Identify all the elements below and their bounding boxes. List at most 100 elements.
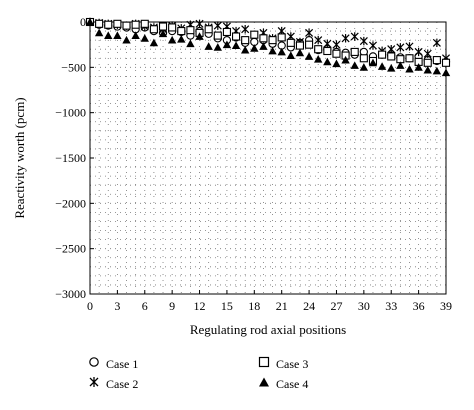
data-point-case-2	[241, 25, 250, 34]
data-point-case-4	[441, 68, 451, 77]
data-point-case-4	[158, 29, 168, 38]
data-point-case-3	[277, 33, 286, 42]
data-point-case-3	[186, 26, 195, 35]
x-tick-label: 21	[276, 299, 288, 313]
legend-item-case-2: Case 2	[88, 376, 138, 392]
data-point-case-4	[387, 64, 396, 72]
y-tick-label: −1500	[55, 151, 86, 165]
data-point-case-4	[85, 17, 95, 26]
x-tick-label: 12	[194, 299, 206, 313]
data-point-case-3	[350, 47, 359, 56]
data-point-case-4	[113, 31, 122, 39]
data-point-case-3	[149, 25, 158, 34]
x-tick-label: 24	[303, 299, 315, 313]
data-point-case-4	[231, 41, 241, 49]
y-tick-label: −2000	[55, 196, 86, 210]
data-point-case-3	[387, 52, 396, 61]
data-point-case-4	[268, 46, 277, 55]
data-point-case-4	[323, 57, 332, 66]
data-point-case-4	[259, 42, 268, 50]
data-point-case-3	[268, 36, 277, 45]
data-point-case-4	[250, 44, 259, 52]
data-point-case-4	[222, 40, 232, 49]
data-point-case-4	[167, 35, 177, 44]
data-point-case-2	[314, 35, 323, 45]
data-point-case-2	[432, 38, 441, 48]
data-point-case-4	[396, 61, 405, 69]
x-axis-label: Regulating rod axial positions	[190, 322, 346, 337]
data-point-case-3	[286, 38, 295, 47]
plot-frame	[89, 21, 447, 295]
data-point-case-4	[177, 35, 186, 43]
legend-item-case-1: Case 1	[88, 356, 138, 372]
x-tick-label: 39	[440, 299, 452, 313]
data-point-case-3	[232, 32, 241, 41]
data-point-case-4	[377, 62, 387, 70]
data-point-case-3	[305, 40, 314, 49]
data-point-case-3	[359, 54, 368, 63]
data-point-case-2	[341, 34, 350, 43]
data-point-case-4	[423, 65, 432, 74]
data-point-case-4	[140, 34, 149, 42]
data-point-case-3	[222, 27, 231, 37]
data-point-case-4	[350, 61, 359, 69]
data-point-case-3	[158, 22, 168, 31]
data-point-case-4	[104, 31, 113, 39]
data-point-case-4	[195, 32, 204, 40]
data-point-case-3	[113, 19, 122, 28]
data-point-case-3	[332, 49, 341, 58]
data-point-case-4	[332, 59, 341, 68]
data-point-case-3	[405, 54, 414, 63]
y-tick-label: −2500	[55, 242, 86, 256]
square-marker-icon	[258, 356, 270, 372]
data-point-case-3	[323, 46, 332, 56]
y-tick-label: −3000	[55, 287, 86, 301]
data-point-case-3	[140, 19, 149, 28]
data-point-case-2	[323, 39, 332, 48]
data-point-case-2	[350, 32, 359, 41]
data-point-case-4	[414, 63, 423, 71]
data-point-case-4	[186, 39, 195, 48]
data-point-case-4	[277, 47, 286, 56]
data-point-case-3	[259, 34, 268, 43]
data-point-case-3	[423, 58, 432, 67]
data-point-case-3	[241, 36, 250, 45]
data-point-case-4	[359, 63, 369, 71]
y-tick-label: −1000	[55, 106, 86, 120]
x-tick-label: 27	[330, 299, 342, 313]
data-point-case-4	[240, 45, 250, 54]
x-tick-label: 30	[358, 299, 370, 313]
data-point-case-4	[286, 51, 296, 59]
x-marker-icon	[88, 376, 100, 392]
data-point-case-2	[359, 36, 368, 46]
x-tick-label: 6	[142, 299, 148, 313]
data-point-case-4	[122, 35, 131, 44]
grid	[90, 22, 446, 294]
data-point-case-2	[332, 40, 341, 49]
data-point-case-3	[432, 56, 441, 65]
x-tick-label: 0	[87, 299, 93, 313]
data-point-case-3	[104, 20, 113, 29]
legend-label: Case 2	[106, 377, 139, 391]
data-point-case-2	[423, 49, 432, 58]
data-point-case-3	[378, 50, 387, 59]
x-tick-label: 9	[169, 299, 175, 313]
data-point-case-4	[368, 58, 378, 67]
data-points	[85, 17, 451, 77]
triangle-marker-icon	[258, 376, 270, 392]
data-point-case-4	[314, 54, 323, 63]
legend-label: Case 1	[106, 357, 139, 371]
data-point-case-3	[314, 45, 323, 54]
data-point-case-3	[131, 20, 140, 29]
y-axis-label: Reactivity worth (pcm)	[12, 97, 27, 218]
y-tick-label: −500	[61, 60, 86, 74]
data-point-case-4	[341, 55, 350, 64]
data-point-case-4	[405, 64, 414, 73]
x-tick-label: 18	[248, 299, 260, 313]
data-point-case-3	[213, 31, 222, 40]
data-point-case-4	[149, 38, 159, 47]
data-point-case-4	[131, 31, 140, 39]
x-tick-label: 36	[413, 299, 425, 313]
